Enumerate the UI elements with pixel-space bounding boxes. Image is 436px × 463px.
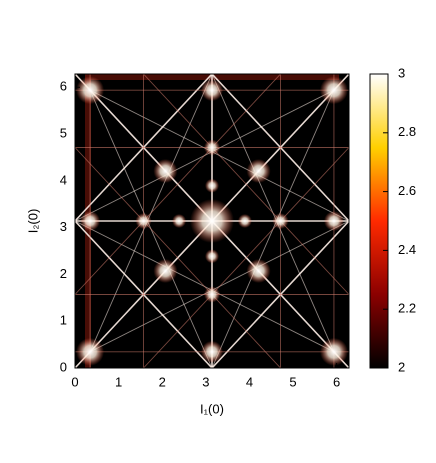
bright-spot bbox=[319, 76, 348, 105]
bright-spot bbox=[246, 258, 271, 283]
bright-spot bbox=[201, 79, 223, 102]
pattern-line bbox=[143, 147, 349, 368]
y-tick-label: 3 bbox=[60, 219, 67, 234]
bright-spot bbox=[319, 337, 348, 366]
bright-spot bbox=[246, 159, 271, 184]
bright-spot bbox=[172, 214, 187, 228]
bright-spot bbox=[135, 213, 152, 229]
pattern-line bbox=[75, 74, 281, 295]
y-tick-label: 5 bbox=[60, 125, 67, 140]
x-tick-label: 6 bbox=[333, 374, 340, 389]
x-tick-label: 5 bbox=[289, 374, 296, 389]
y-tick-label: 1 bbox=[60, 313, 67, 328]
pattern-line bbox=[143, 74, 349, 295]
colorbar-tick-label: 2.8 bbox=[398, 124, 416, 139]
colorbar-tick-label: 3 bbox=[398, 65, 405, 80]
x-axis-label: I₁(0) bbox=[200, 401, 224, 416]
y-tick-label: 0 bbox=[60, 359, 67, 374]
colorbar-tick-label: 2.2 bbox=[398, 301, 416, 316]
colorbar-tick-label: 2.6 bbox=[398, 183, 416, 198]
bright-spot bbox=[323, 211, 344, 231]
density-pattern bbox=[75, 74, 349, 368]
bright-spot bbox=[190, 199, 234, 243]
y-tick-label: 2 bbox=[60, 266, 67, 281]
x-tick-label: 4 bbox=[246, 374, 253, 389]
colorbar-tick-label: 2.4 bbox=[398, 242, 416, 257]
bright-spot bbox=[205, 178, 219, 193]
bright-spot bbox=[76, 337, 105, 366]
x-tick-label: 0 bbox=[71, 374, 78, 389]
bright-spot bbox=[153, 258, 178, 283]
pattern-line bbox=[75, 147, 281, 368]
bright-spot bbox=[205, 249, 219, 264]
y-tick-label: 6 bbox=[60, 79, 67, 94]
bright-spot bbox=[237, 214, 252, 228]
y-tick-label: 4 bbox=[60, 172, 67, 187]
x-tick-label: 2 bbox=[159, 374, 166, 389]
bright-spot bbox=[153, 159, 178, 184]
x-tick-label: 1 bbox=[115, 374, 122, 389]
colorbar-tick-label: 2 bbox=[398, 359, 405, 374]
bright-spot bbox=[80, 211, 101, 231]
plot-frame bbox=[74, 73, 350, 369]
bright-spot bbox=[272, 213, 289, 229]
bright-spot bbox=[204, 286, 220, 303]
bright-spot bbox=[76, 76, 105, 105]
bright-spot bbox=[204, 139, 220, 156]
colorbar bbox=[369, 73, 389, 369]
y-axis-label: I₂(0) bbox=[25, 209, 40, 234]
x-tick-label: 3 bbox=[202, 374, 209, 389]
bright-spot bbox=[201, 340, 223, 363]
